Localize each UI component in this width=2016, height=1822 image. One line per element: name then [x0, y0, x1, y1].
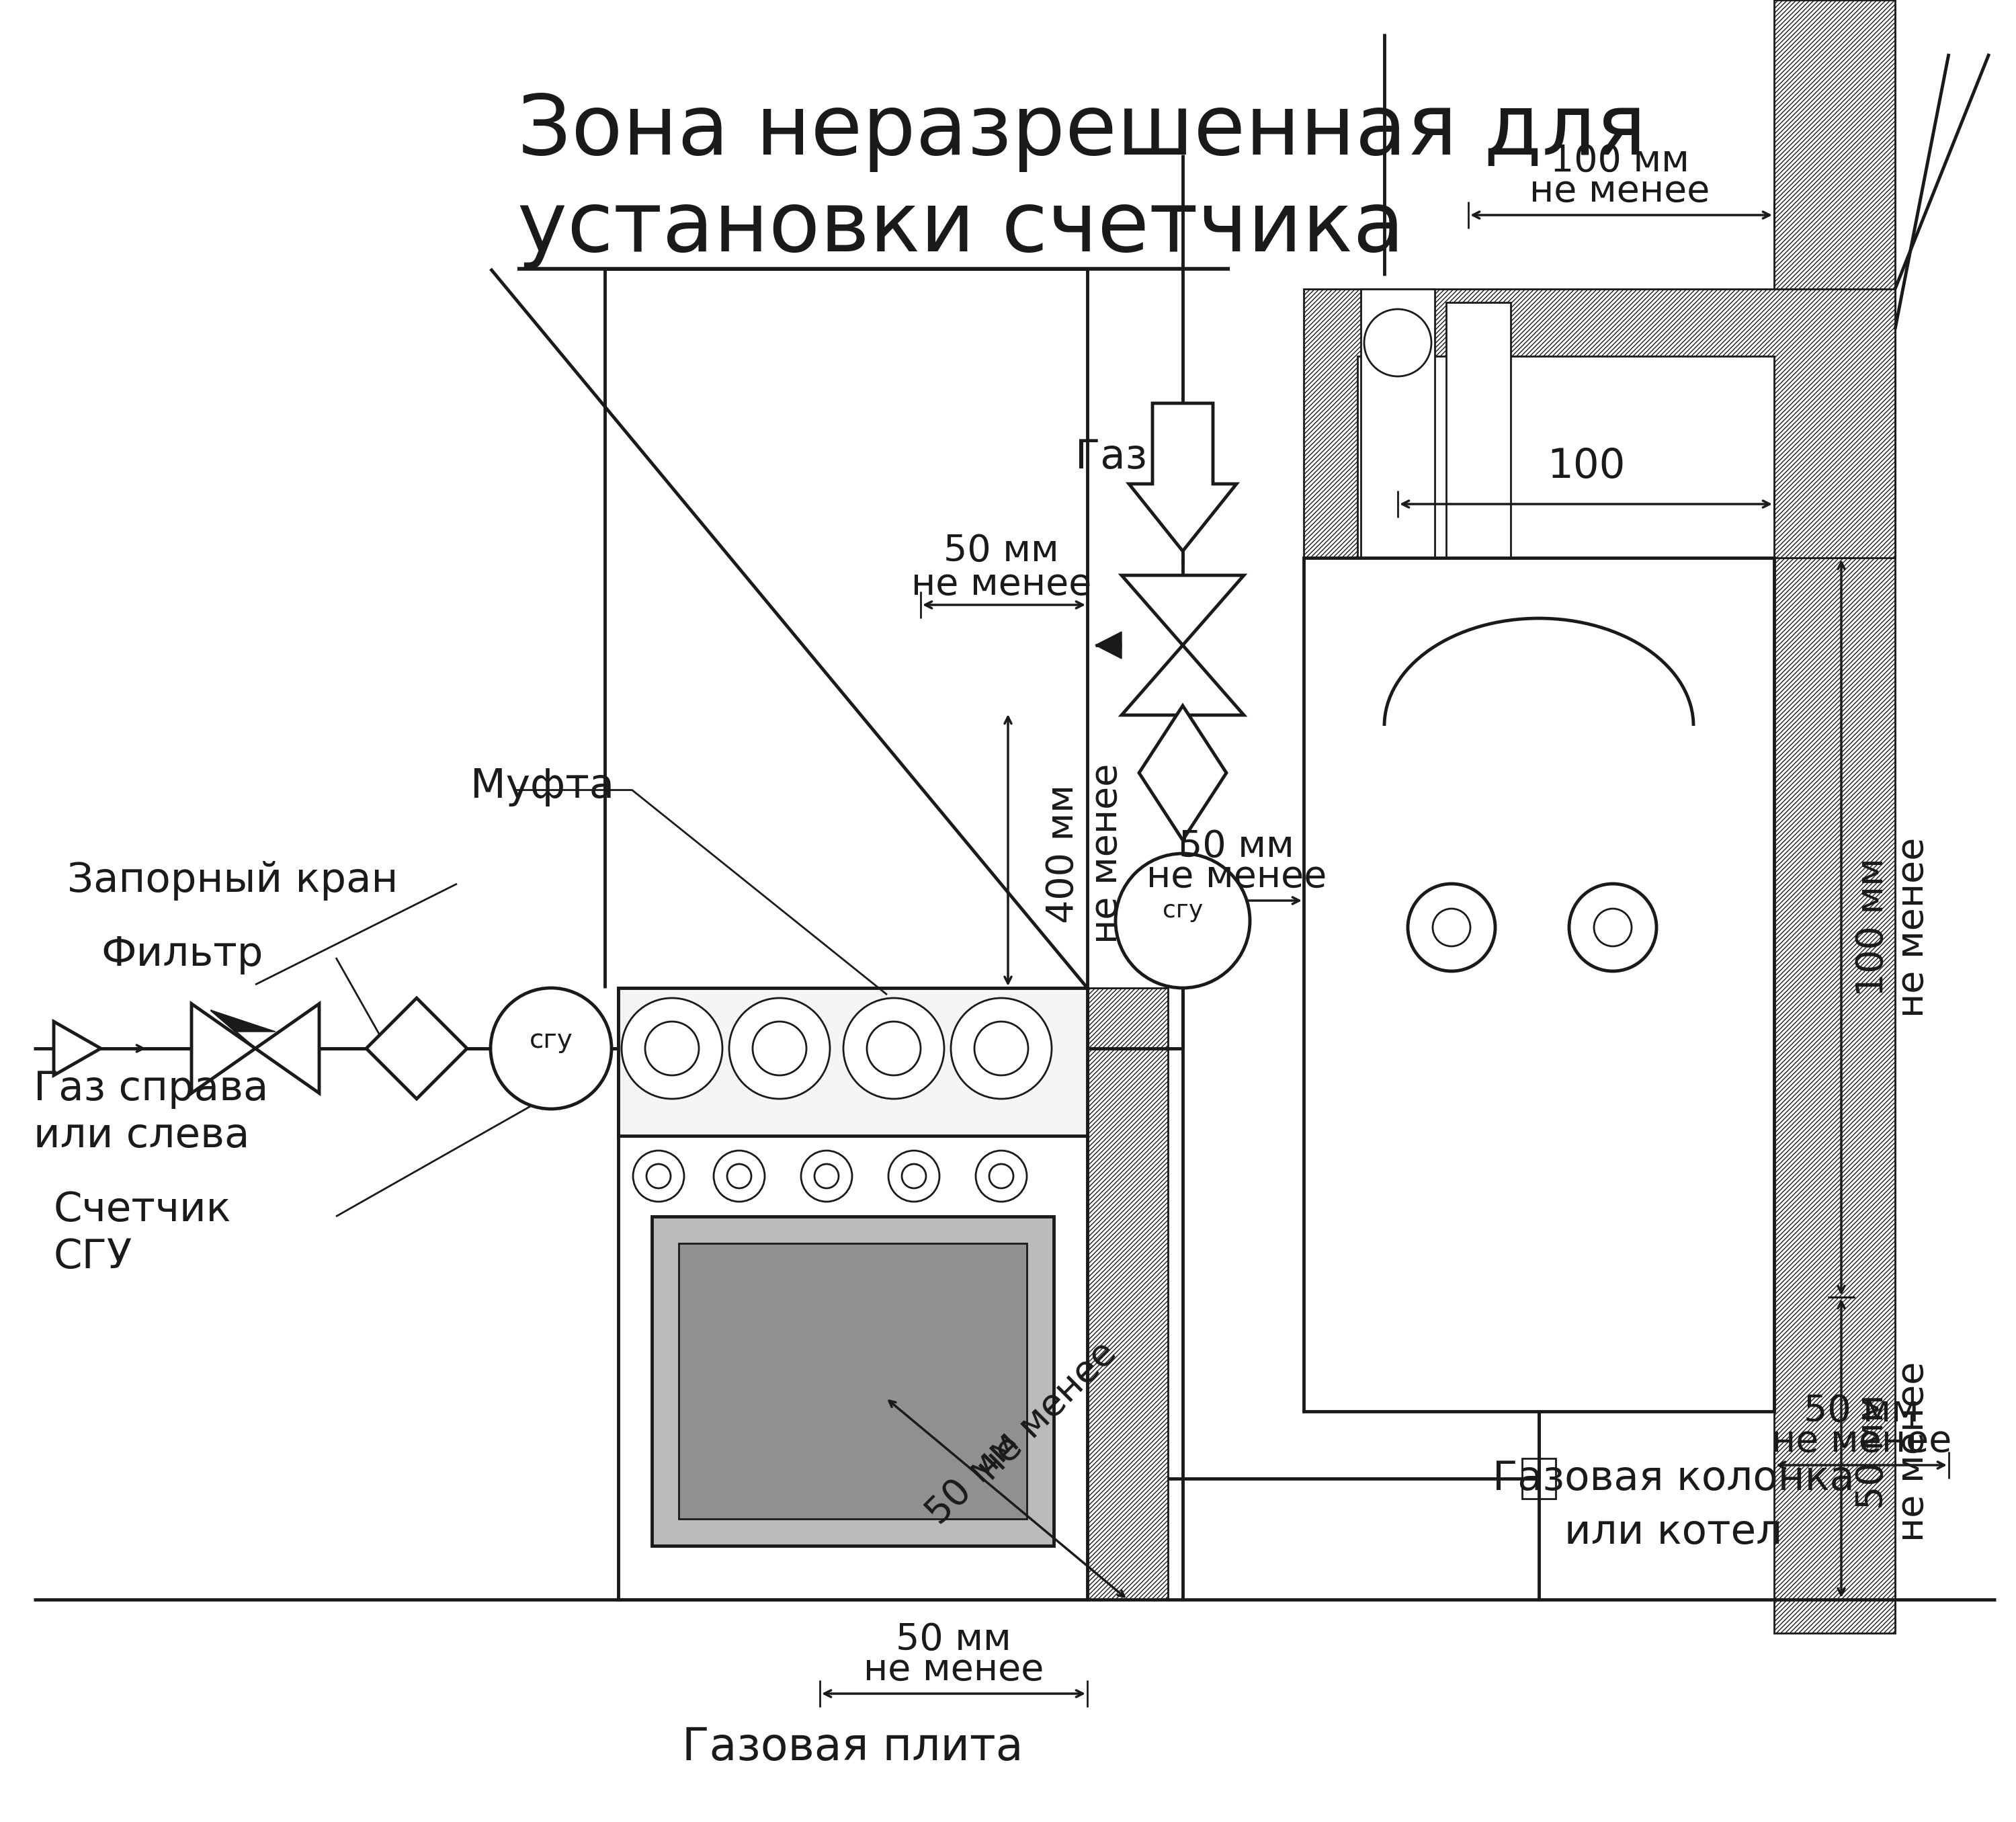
Bar	[1445, 302, 1510, 625]
Text: 50 мм: 50 мм	[919, 1425, 1026, 1532]
Text: 50 мм: 50 мм	[1855, 1394, 1891, 1509]
Bar	[1522, 1458, 1556, 1500]
Bar	[1361, 290, 1435, 625]
Circle shape	[800, 1152, 853, 1203]
Polygon shape	[1121, 645, 1244, 714]
Polygon shape	[256, 1004, 319, 1093]
Circle shape	[1365, 310, 1431, 377]
Text: Муфта: Муфта	[470, 767, 615, 805]
Text: Зона неразрешенная для: Зона неразрешенная для	[518, 91, 1647, 171]
Circle shape	[1407, 884, 1496, 971]
Text: не менее: не менее	[911, 567, 1091, 603]
Bar	[619, 988, 1087, 1600]
Text: или слева: или слева	[34, 1117, 250, 1155]
Text: Газ: Газ	[1075, 437, 1147, 477]
Text: сгу: сгу	[530, 1028, 573, 1053]
Circle shape	[490, 988, 611, 1110]
Text: Фильтр: Фильтр	[101, 935, 262, 975]
Text: не менее: не менее	[970, 1336, 1123, 1489]
Bar	[679, 1243, 1026, 1520]
Polygon shape	[1139, 705, 1226, 840]
Text: сгу: сгу	[1163, 900, 1204, 922]
Polygon shape	[1095, 632, 1121, 658]
Text: не менее: не менее	[1530, 173, 1710, 210]
Circle shape	[889, 1152, 939, 1203]
Circle shape	[974, 1022, 1028, 1075]
Bar	[1357, 355, 1774, 558]
Bar	[619, 988, 1087, 1135]
Text: Счетчик: Счетчик	[54, 1190, 232, 1230]
Circle shape	[714, 1152, 764, 1203]
Bar	[1774, 0, 1895, 1633]
Circle shape	[645, 1022, 700, 1075]
Text: Газ справа: Газ справа	[34, 1070, 268, 1108]
Circle shape	[1433, 909, 1470, 946]
Text: Запорный кран: Запорный кран	[67, 860, 397, 900]
Circle shape	[752, 1022, 806, 1075]
Circle shape	[730, 998, 831, 1099]
Polygon shape	[1121, 576, 1244, 645]
Circle shape	[621, 998, 722, 1099]
Text: Газовая колонка: Газовая колонка	[1492, 1459, 1855, 1498]
Text: не менее: не менее	[863, 1653, 1044, 1689]
Text: 50 мм: 50 мм	[895, 1622, 1012, 1658]
Circle shape	[647, 1164, 671, 1188]
Text: 100 мм: 100 мм	[1855, 858, 1891, 997]
Circle shape	[952, 998, 1052, 1099]
Bar	[1304, 558, 1774, 1412]
Text: 50 мм: 50 мм	[1804, 1394, 1919, 1430]
Text: не менее: не менее	[1147, 858, 1327, 895]
Text: не менее: не менее	[1895, 838, 1931, 1018]
Polygon shape	[192, 1004, 256, 1093]
Circle shape	[633, 1152, 683, 1203]
Text: 50 мм: 50 мм	[943, 534, 1058, 568]
Polygon shape	[54, 1022, 101, 1075]
Text: не менее: не менее	[1089, 763, 1125, 944]
Circle shape	[814, 1164, 839, 1188]
Polygon shape	[1129, 403, 1236, 550]
Polygon shape	[210, 1009, 276, 1031]
Text: 50 мм: 50 мм	[1179, 829, 1294, 865]
Circle shape	[901, 1164, 925, 1188]
Circle shape	[1568, 884, 1657, 971]
Text: СГУ: СГУ	[54, 1237, 133, 1277]
Circle shape	[867, 1022, 921, 1075]
Bar	[1145, 924, 1220, 955]
Circle shape	[990, 1164, 1014, 1188]
Text: не менее: не менее	[1772, 1423, 1951, 1459]
Circle shape	[976, 1152, 1026, 1203]
Bar	[1087, 988, 1167, 1600]
Text: не менее: не менее	[1895, 1361, 1931, 1541]
Bar	[512, 1053, 591, 1082]
Text: 100: 100	[1546, 446, 1625, 486]
Circle shape	[728, 1164, 752, 1188]
Text: или котел: или котел	[1564, 1512, 1782, 1552]
Circle shape	[1115, 853, 1250, 988]
Polygon shape	[367, 998, 468, 1099]
Text: 100 мм: 100 мм	[1550, 144, 1689, 179]
Text: установки счетчика: установки счетчика	[518, 188, 1405, 270]
Circle shape	[1595, 909, 1631, 946]
Text: 400 мм: 400 мм	[1044, 783, 1081, 924]
Text: Газовая плита: Газовая плита	[681, 1725, 1024, 1769]
Bar	[651, 1217, 1054, 1545]
Circle shape	[843, 998, 943, 1099]
Bar	[1304, 290, 1895, 558]
